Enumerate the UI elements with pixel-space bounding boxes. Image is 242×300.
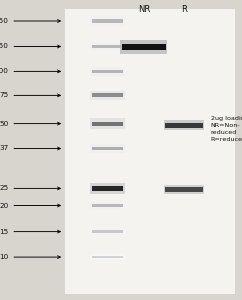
Bar xyxy=(165,123,203,128)
Bar xyxy=(91,91,125,100)
Bar xyxy=(91,144,125,153)
Text: 100: 100 xyxy=(0,68,60,74)
Text: 75: 75 xyxy=(0,92,60,98)
Text: 10: 10 xyxy=(0,254,60,260)
Bar xyxy=(92,93,123,97)
Bar xyxy=(92,147,123,150)
Bar xyxy=(91,118,125,129)
Bar xyxy=(92,45,123,48)
Bar xyxy=(92,70,123,73)
Bar xyxy=(91,42,125,51)
Text: R: R xyxy=(181,5,187,14)
Bar xyxy=(91,228,125,235)
Bar xyxy=(91,67,125,76)
Bar xyxy=(92,230,123,233)
Bar xyxy=(91,202,125,209)
Text: 50: 50 xyxy=(0,121,60,127)
Bar xyxy=(121,44,166,50)
Bar xyxy=(164,120,204,130)
Bar xyxy=(92,204,123,207)
Bar xyxy=(91,254,125,260)
Bar xyxy=(121,40,167,54)
Text: 150: 150 xyxy=(0,44,60,50)
Bar xyxy=(165,188,203,192)
Bar xyxy=(92,186,123,191)
Bar xyxy=(164,185,204,194)
Bar xyxy=(65,9,235,294)
Text: 15: 15 xyxy=(0,229,60,235)
Text: 25: 25 xyxy=(0,185,60,191)
Text: 250: 250 xyxy=(0,18,60,24)
Text: 20: 20 xyxy=(0,202,60,208)
Text: 2ug loading
NR=Non-
reduced
R=reduced: 2ug loading NR=Non- reduced R=reduced xyxy=(211,116,242,142)
Bar xyxy=(92,19,123,23)
Bar xyxy=(91,16,125,26)
Text: NR: NR xyxy=(138,5,150,14)
Bar xyxy=(91,183,125,194)
Text: 37: 37 xyxy=(0,146,60,152)
Bar xyxy=(92,256,123,258)
Bar xyxy=(92,122,123,126)
